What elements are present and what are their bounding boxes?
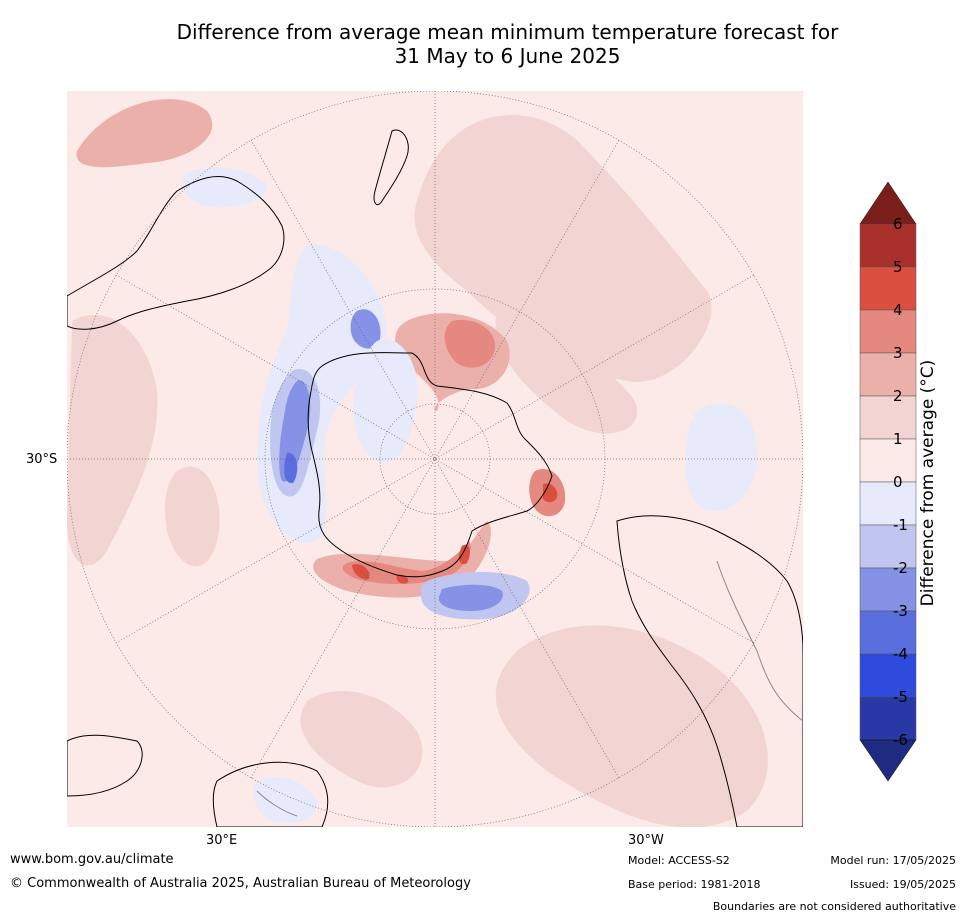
map-title: Difference from average mean minimum tem… (0, 20, 965, 68)
longitude-label-30e: 30°E (206, 833, 238, 848)
anomaly-patch-cold-west-4 (284, 452, 298, 484)
positive-anomaly-regions (67, 99, 768, 827)
colorbar-extend-top (859, 181, 917, 225)
footer-issued: Issued: 19/05/2025 (849, 878, 956, 891)
anomaly-patch-cold-sw (253, 777, 318, 824)
anomaly-patch-cold-east (685, 403, 757, 511)
anomaly-patch-w (67, 314, 158, 566)
anomaly-arc-south-peak2 (396, 574, 409, 584)
coastlines (67, 129, 803, 827)
polar-map (67, 91, 803, 827)
colorbar-swatch (859, 567, 917, 612)
anomaly-arc-south-core (342, 541, 471, 584)
footer-model-run: Model run: 17/05/2025 (830, 854, 956, 867)
colorbar-tick-label: 0 (893, 473, 903, 491)
colorbar-tick-label: 4 (893, 301, 903, 319)
colorbar-swatch (859, 395, 917, 440)
anomaly-core-north-inner (444, 320, 496, 368)
colorbar-swatch (859, 438, 917, 483)
colorbar-tick-label: -6 (893, 731, 908, 749)
colorbar-swatch (859, 696, 917, 741)
colorbar-tick-label: 3 (893, 344, 903, 362)
border-line-1 (716, 560, 758, 652)
colorbar-swatch (859, 524, 917, 569)
anomaly-patch-cold-ne (182, 167, 267, 208)
colorbar-tick-label: -5 (893, 688, 908, 706)
colorbar-title: Difference from average (°C) (918, 359, 938, 607)
colorbar-tick-label: -1 (893, 516, 908, 534)
colorbar-swatch (859, 481, 917, 526)
title-line-1: Difference from average mean minimum tem… (176, 20, 839, 44)
border-line-3 (256, 790, 298, 817)
title-line-2: 31 May to 6 June 2025 (394, 44, 621, 68)
colorbar-tick-label: 1 (893, 430, 903, 448)
colorbar-tick-label: -3 (893, 602, 908, 620)
colorbar (859, 181, 917, 782)
country-borders (256, 560, 803, 817)
colorbar-tick-label: -2 (893, 559, 908, 577)
anomaly-patch-s (300, 691, 423, 788)
new-zealand-coastline (373, 129, 409, 206)
anomaly-patch-cold-centre (353, 339, 418, 463)
africa-coastline (67, 734, 143, 797)
latitude-label-30s: 30°S (26, 452, 58, 467)
anomaly-patch-nw (76, 99, 213, 168)
border-line-2 (756, 650, 803, 722)
anomaly-patch-sw (165, 466, 220, 567)
colorbar-swatch (859, 352, 917, 397)
colorbar-tick-label: -4 (893, 645, 908, 663)
australia-coastline (67, 175, 285, 330)
anomaly-arc-south-peak1 (352, 564, 370, 580)
south-america-coastline (616, 515, 803, 827)
anomaly-patch-se (495, 625, 768, 827)
anomaly-patch-cold-south-core (438, 584, 503, 611)
graticule (67, 91, 803, 827)
footer-base-period: Base period: 1981-2018 (628, 878, 761, 891)
footer-copyright: © Commonwealth of Australia 2025, Austra… (10, 876, 471, 891)
colorbar-swatch (859, 309, 917, 354)
colorbar-tick-label: 2 (893, 387, 903, 405)
anomaly-patch-cold-north (350, 309, 381, 349)
anomaly-patch-e (495, 307, 638, 434)
colorbar-swatch (859, 266, 917, 311)
anomaly-patch-ne (414, 115, 712, 382)
colorbar-extend-bottom (859, 739, 917, 782)
longitude-label-30w: 30°W (628, 833, 664, 848)
footer-disclaimer: Boundaries are not considered authoritat… (712, 900, 956, 913)
africa-south-coastline (212, 761, 329, 827)
antarctica-coastline (307, 352, 553, 578)
colorbar-tick-label: 5 (893, 258, 903, 276)
colorbar-swatch (859, 223, 917, 268)
colorbar-tick-label: 6 (893, 215, 903, 233)
anomaly-arc-south-peak3 (458, 544, 470, 565)
footer-model: Model: ACCESS-S2 (628, 854, 730, 867)
footer-website[interactable]: www.bom.gov.au/climate (10, 852, 174, 867)
